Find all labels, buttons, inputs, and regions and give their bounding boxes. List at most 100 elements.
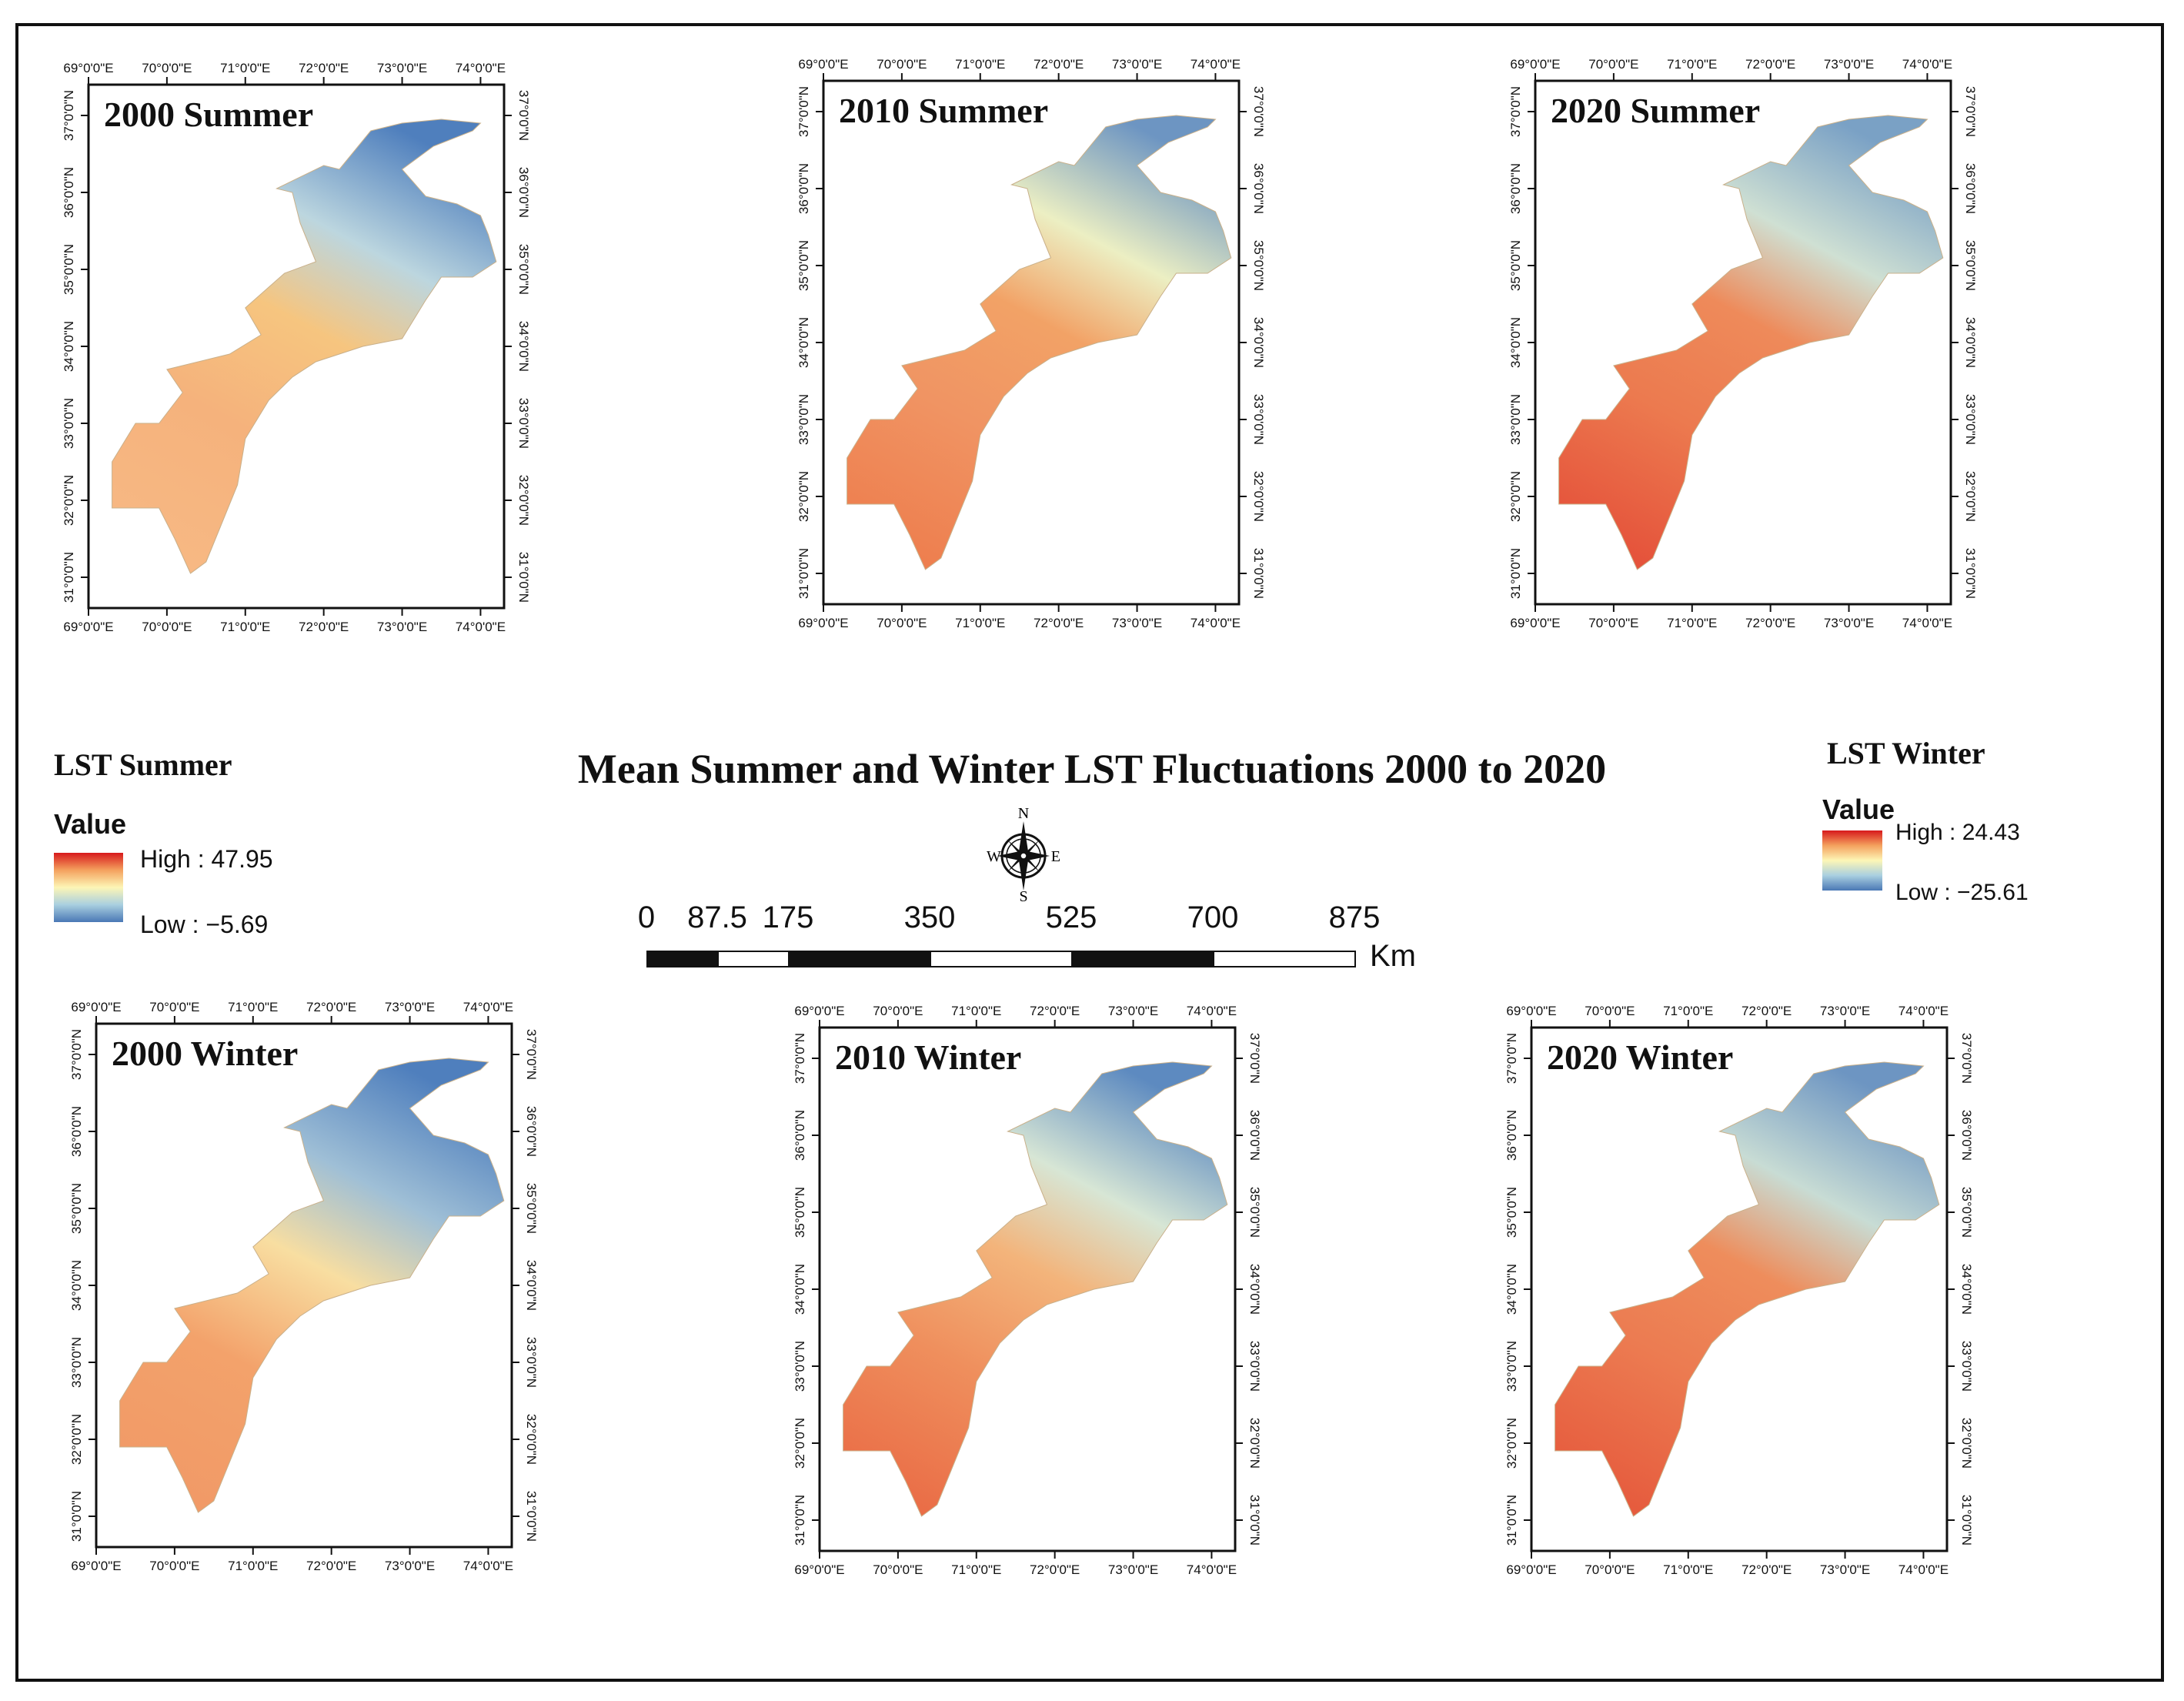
lon-label-bottom: 69°0'0"E <box>71 1559 121 1573</box>
lon-label-bottom: 71°0'0"E <box>228 1559 278 1573</box>
lon-label-top: 72°0'0"E <box>1745 57 1795 72</box>
lat-label-left: 35°0'0"N <box>1504 1187 1519 1238</box>
lat-label-left: 35°0'0"N <box>69 1183 84 1234</box>
lat-label-right: 36°0'0"N <box>1251 163 1266 214</box>
lon-label-top: 71°0'0"E <box>951 1004 1001 1018</box>
lon-label-top: 70°0'0"E <box>873 1004 923 1018</box>
lat-label-left: 32°0'0"N <box>1504 1418 1519 1469</box>
lat-label-right: 37°0'0"N <box>1251 86 1266 137</box>
lat-label-right: 31°0'0"N <box>1251 548 1266 599</box>
lat-label-left: 37°0'0"N <box>1508 86 1523 137</box>
lat-label-left: 34°0'0"N <box>62 321 76 372</box>
lat-label-left: 35°0'0"N <box>793 1187 807 1238</box>
lat-label-right: 35°0'0"N <box>1247 1187 1262 1238</box>
scale-segment <box>646 951 719 967</box>
lat-label-right: 32°0'0"N <box>1959 1418 1974 1469</box>
lat-label-left: 31°0'0"N <box>1504 1495 1519 1546</box>
scale-unit: Km <box>1370 939 1416 973</box>
map-panel-winter-2010: 69°0'0"E 69°0'0"E 70°0'0"E 70°0'0"E 71°0'0"E… <box>793 1004 1262 1577</box>
panel-title: 2010 Winter <box>835 1038 1022 1077</box>
lat-label-left: 36°0'0"N <box>1504 1110 1519 1161</box>
legend-winter-high: High : 24.43 <box>1895 820 2020 845</box>
lon-label-bottom: 73°0'0"E <box>377 620 427 634</box>
lon-label-top: 70°0'0"E <box>1588 57 1638 72</box>
lon-label-top: 71°0'0"E <box>955 57 1005 72</box>
lon-label-bottom: 73°0'0"E <box>1112 616 1162 630</box>
lon-label-top: 70°0'0"E <box>142 61 192 75</box>
scale-label: 875 <box>1328 901 1381 934</box>
province-surface <box>119 1058 505 1513</box>
lat-label-left: 33°0'0"N <box>62 398 76 449</box>
lon-label-top: 73°0'0"E <box>1820 1004 1870 1018</box>
scale-segment <box>717 951 790 967</box>
lon-label-top: 71°0'0"E <box>1663 1004 1713 1018</box>
lat-label-left: 37°0'0"N <box>62 90 76 141</box>
north-arrow-icon: N S W E <box>987 805 1060 904</box>
lat-label-right: 31°0'0"N <box>1963 548 1978 599</box>
lon-label-top: 74°0'0"E <box>1898 1004 1949 1018</box>
scale-segment <box>1213 951 1356 967</box>
figure-title: Mean Summer and Winter LST Fluctuations … <box>577 746 1607 792</box>
lon-label-bottom: 74°0'0"E <box>456 620 506 634</box>
legend-winter-color-ramp <box>1822 830 1882 891</box>
lat-label-left: 37°0'0"N <box>796 86 811 137</box>
lat-label-left: 33°0'0"N <box>793 1341 807 1392</box>
legend-summer-low: Low : −5.69 <box>140 911 269 938</box>
legend-winter-low: Low : −25.61 <box>1895 880 2029 905</box>
compass-n: N <box>1018 805 1029 822</box>
scale-label: 175 <box>762 901 814 934</box>
lon-label-bottom: 72°0'0"E <box>1742 1562 1792 1577</box>
lon-label-bottom: 70°0'0"E <box>142 620 192 634</box>
lat-label-right: 36°0'0"N <box>516 167 531 218</box>
lat-label-right: 33°0'0"N <box>1963 394 1978 445</box>
lat-label-right: 33°0'0"N <box>1959 1341 1974 1392</box>
lat-label-right: 34°0'0"N <box>516 321 531 372</box>
lat-label-left: 36°0'0"N <box>69 1106 84 1157</box>
panel-title: 2000 Summer <box>104 95 314 134</box>
lon-label-top: 72°0'0"E <box>1742 1004 1792 1018</box>
lat-label-right: 31°0'0"N <box>1959 1495 1974 1546</box>
lat-label-right: 35°0'0"N <box>516 244 531 295</box>
lon-label-bottom: 70°0'0"E <box>1585 1562 1635 1577</box>
compass-s: S <box>1019 888 1027 904</box>
legend-summer-color-ramp <box>54 853 123 922</box>
lat-label-left: 31°0'0"N <box>69 1491 84 1542</box>
lon-label-top: 71°0'0"E <box>228 1000 278 1014</box>
lat-label-left: 33°0'0"N <box>1504 1341 1519 1392</box>
lat-label-right: 36°0'0"N <box>524 1106 539 1157</box>
lon-label-top: 69°0'0"E <box>798 57 848 72</box>
lon-label-bottom: 69°0'0"E <box>798 616 848 630</box>
legend-summer-heading: LST Summer <box>54 747 232 782</box>
lat-label-left: 34°0'0"N <box>796 317 811 368</box>
lon-label-bottom: 74°0'0"E <box>1902 616 1952 630</box>
lat-label-right: 33°0'0"N <box>516 398 531 449</box>
lon-label-bottom: 71°0'0"E <box>951 1562 1001 1577</box>
lat-label-right: 37°0'0"N <box>1247 1033 1262 1084</box>
lat-label-right: 32°0'0"N <box>1251 471 1266 522</box>
lon-label-bottom: 72°0'0"E <box>306 1559 356 1573</box>
lon-label-top: 69°0'0"E <box>71 1000 121 1014</box>
compass-e: E <box>1051 848 1060 865</box>
panel-title: 2020 Winter <box>1547 1038 1734 1077</box>
scale-segment <box>788 951 931 967</box>
lon-label-top: 69°0'0"E <box>1510 57 1560 72</box>
lat-label-left: 31°0'0"N <box>62 552 76 603</box>
scale-label: 350 <box>903 901 956 934</box>
legend-summer: LST Summer Value High : 47.95 Low : −5.6… <box>54 747 323 939</box>
lon-label-bottom: 73°0'0"E <box>1108 1562 1158 1577</box>
lat-label-right: 32°0'0"N <box>1247 1418 1262 1469</box>
lat-label-right: 35°0'0"N <box>1959 1187 1974 1238</box>
lat-label-right: 35°0'0"N <box>1251 240 1266 291</box>
legend-winter-heading: LST Winter <box>1827 736 1985 770</box>
lon-label-bottom: 72°0'0"E <box>1030 1562 1080 1577</box>
lst-map: 69°0'0"E 69°0'0"E 70°0'0"E 70°0'0"E 71°0'0"E… <box>1504 1004 1974 1577</box>
lst-map: 69°0'0"E 69°0'0"E 70°0'0"E 70°0'0"E 71°0'0"E… <box>62 61 531 634</box>
lat-label-right: 34°0'0"N <box>1247 1264 1262 1315</box>
lat-label-left: 32°0'0"N <box>793 1418 807 1469</box>
lat-label-right: 37°0'0"N <box>516 90 531 141</box>
lat-label-right: 33°0'0"N <box>1251 394 1266 445</box>
lon-label-top: 74°0'0"E <box>1191 57 1241 72</box>
province-surface <box>1558 115 1944 570</box>
lat-label-left: 34°0'0"N <box>1504 1264 1519 1315</box>
lat-label-left: 31°0'0"N <box>793 1495 807 1546</box>
